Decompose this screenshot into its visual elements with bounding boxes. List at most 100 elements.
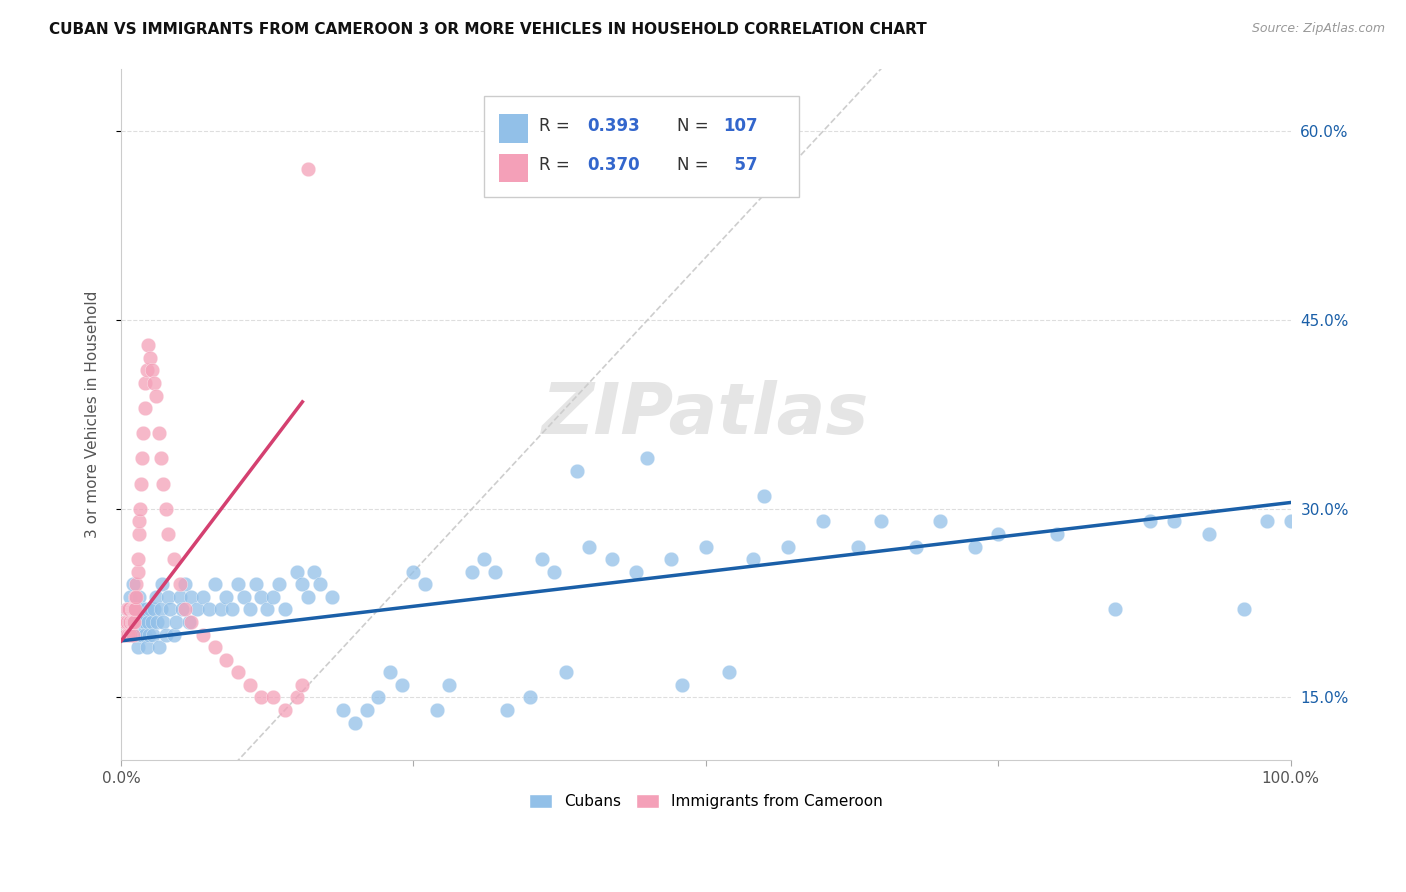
Point (718, 665, 741, 680)
Text: CUBAN VS IMMIGRANTS FROM CAMEROON 3 OR MORE VEHICLES IN HOUSEHOLD CORRELATION CH: CUBAN VS IMMIGRANTS FROM CAMEROON 3 OR M… (49, 22, 927, 37)
Point (145, 590, 167, 604)
Point (226, 577, 249, 591)
Point (1139, 515, 1161, 529)
Point (145, 388, 167, 402)
Point (134, 376, 156, 390)
Point (531, 552, 554, 566)
Point (155, 501, 177, 516)
Point (149, 451, 172, 466)
Point (344, 715, 367, 730)
Point (125, 590, 148, 604)
Point (741, 552, 763, 566)
Point (180, 590, 202, 604)
Point (138, 627, 160, 641)
Text: 107: 107 (724, 117, 758, 135)
Point (156, 590, 179, 604)
Point (226, 665, 249, 680)
Point (135, 602, 157, 616)
Point (191, 627, 214, 641)
Point (136, 338, 159, 352)
Point (127, 565, 149, 579)
Point (170, 602, 193, 616)
Point (191, 590, 214, 604)
Point (125, 615, 148, 629)
Point (121, 615, 143, 629)
FancyBboxPatch shape (499, 114, 529, 143)
Point (141, 363, 163, 377)
Point (118, 602, 141, 616)
Point (186, 602, 208, 616)
Point (519, 690, 541, 705)
Point (122, 615, 145, 629)
Point (302, 565, 325, 579)
Point (461, 565, 484, 579)
Point (1104, 602, 1126, 616)
Point (543, 565, 565, 579)
Point (928, 515, 950, 529)
Point (128, 527, 150, 541)
Point (139, 602, 162, 616)
Point (124, 602, 146, 616)
Point (567, 464, 589, 478)
Point (115, 615, 138, 629)
Point (163, 627, 186, 641)
Point (155, 627, 177, 641)
Point (131, 627, 153, 641)
Point (121, 627, 143, 641)
Point (115, 602, 138, 616)
Point (135, 363, 157, 377)
Point (659, 552, 682, 566)
Point (120, 590, 142, 604)
Point (121, 577, 143, 591)
Point (131, 451, 153, 466)
Point (141, 615, 163, 629)
Point (120, 615, 142, 629)
FancyBboxPatch shape (484, 96, 800, 196)
Point (149, 602, 172, 616)
Point (754, 489, 776, 503)
Point (174, 577, 197, 591)
Point (150, 577, 173, 591)
Point (117, 627, 139, 641)
Point (215, 590, 238, 604)
Point (846, 540, 869, 554)
Point (285, 690, 308, 705)
Point (128, 590, 150, 604)
Point (274, 703, 297, 717)
Point (1198, 527, 1220, 541)
Point (636, 451, 658, 466)
Point (142, 602, 165, 616)
Point (114, 615, 136, 629)
Point (169, 577, 191, 591)
Point (132, 602, 155, 616)
Point (332, 703, 354, 717)
Point (165, 615, 187, 629)
Point (128, 602, 150, 616)
Point (156, 527, 179, 541)
Point (121, 615, 143, 629)
Point (142, 376, 165, 390)
Point (905, 540, 928, 554)
Point (239, 678, 262, 692)
Point (135, 640, 157, 655)
Text: Source: ZipAtlas.com: Source: ZipAtlas.com (1251, 22, 1385, 36)
Point (180, 615, 202, 629)
Point (1163, 515, 1185, 529)
Point (134, 615, 156, 629)
Point (245, 577, 267, 591)
Point (776, 540, 799, 554)
Point (267, 577, 290, 591)
Point (811, 515, 834, 529)
Text: 0.393: 0.393 (588, 117, 641, 135)
Point (174, 602, 197, 616)
Point (169, 590, 191, 604)
Y-axis label: 3 or more Vehicles in Household: 3 or more Vehicles in Household (86, 291, 100, 538)
Text: ZIPatlas: ZIPatlas (543, 380, 869, 449)
Point (132, 426, 155, 441)
Point (870, 515, 893, 529)
Legend: Cubans, Immigrants from Cameroon: Cubans, Immigrants from Cameroon (523, 788, 889, 815)
Point (139, 351, 162, 365)
Point (262, 590, 284, 604)
Point (209, 602, 232, 616)
Point (291, 678, 314, 692)
